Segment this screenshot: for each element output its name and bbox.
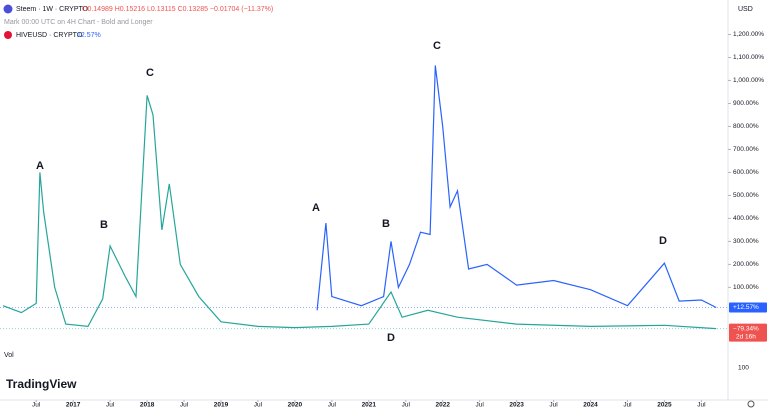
x-tick-label: Jul [476, 402, 485, 409]
x-tick-label: 2017 [66, 402, 81, 409]
last-label: −79.34% [733, 325, 759, 332]
series-line [316, 65, 717, 311]
x-tick-label: Jul [254, 402, 263, 409]
x-tick-label: 2021 [362, 402, 377, 409]
y-tick-label: 500.00% [733, 192, 759, 199]
y-tick-label: 800.00% [733, 123, 759, 130]
x-tick-label: Jul [106, 402, 115, 409]
indicator: Mark 00:00 UTC on 4H Chart - Bold and Lo… [4, 19, 153, 26]
annotation: C [433, 40, 441, 52]
y-tick-label: 1,100.00% [733, 54, 764, 61]
annotation: A [36, 160, 44, 172]
annotation: D [659, 235, 667, 247]
y-tick-label: 400.00% [733, 215, 759, 222]
y-tick-label: 900.00% [733, 100, 759, 107]
x-tick-label: 2024 [583, 402, 598, 409]
y-tick-label: 600.00% [733, 169, 759, 176]
settings-icon[interactable] [747, 400, 755, 408]
y-tick-label: 1,200.00% [733, 31, 764, 38]
y-tick-label: 700.00% [733, 146, 759, 153]
last-tag [729, 323, 767, 342]
x-tick-label: 2022 [435, 402, 450, 409]
x-tick-label: 2020 [288, 402, 303, 409]
y-tick-label: 300.00% [733, 238, 759, 245]
series-line [2, 95, 717, 330]
last-label: +12.57% [733, 304, 759, 311]
last-tag [729, 302, 767, 313]
vol-tick-label: 100 [738, 365, 749, 372]
y-tick-label: 1,000.00% [733, 77, 764, 84]
currency: USD [738, 6, 753, 13]
x-tick-label: 2023 [509, 402, 524, 409]
compare-symbol: HIVEUSD · CRYPTO [16, 32, 83, 39]
y-tick-label: 200.00% [733, 261, 759, 268]
y-tick-label: 100.00% [733, 284, 759, 291]
x-tick-label: Jul [697, 402, 706, 409]
annotation: D [387, 332, 395, 344]
vol-label: Vol [4, 352, 14, 359]
x-tick-label: 2018 [140, 402, 155, 409]
x-tick-label: Jul [180, 402, 189, 409]
annotation: C [146, 67, 154, 79]
x-tick-label: Jul [623, 402, 632, 409]
countdown: 2d 16h [736, 333, 756, 340]
x-tick-label: 2025 [657, 402, 672, 409]
x-tick-label: Jul [328, 402, 337, 409]
ohlc: O0.14989 H0.15216 L0.13115 C0.13285 −0.0… [82, 6, 273, 13]
hive-icon [4, 31, 12, 39]
x-tick-label: Jul [549, 402, 558, 409]
annotation: B [382, 218, 390, 230]
x-tick-label: 2019 [214, 402, 229, 409]
steem-icon [3, 4, 13, 14]
brand: TradingView [6, 377, 77, 391]
x-tick-label: Jul [32, 402, 41, 409]
x-tick-label: Jul [402, 402, 411, 409]
compare-change: 12.57% [77, 32, 101, 39]
annotation: B [100, 219, 108, 231]
symbol: Steem · 1W · CRYPTO [16, 6, 89, 13]
annotation: A [312, 202, 320, 214]
